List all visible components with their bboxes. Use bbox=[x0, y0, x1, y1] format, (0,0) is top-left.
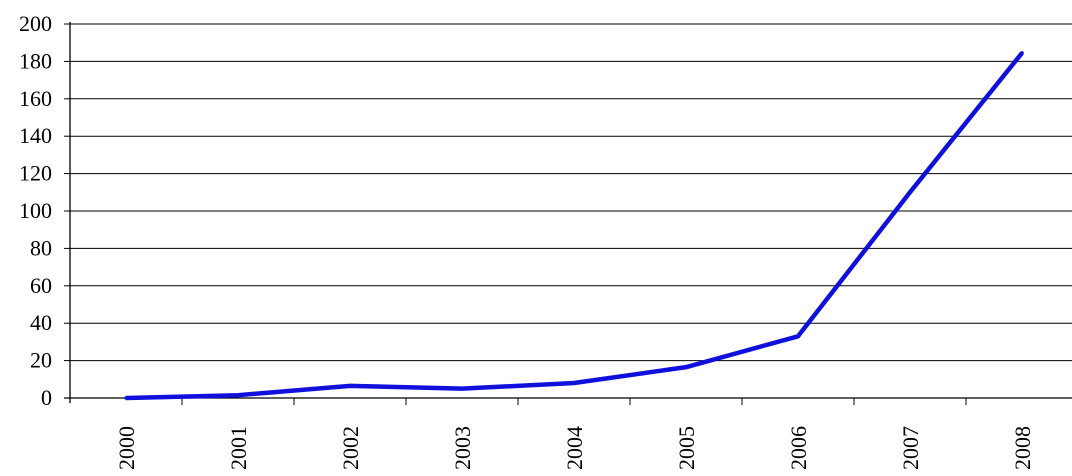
data-point bbox=[572, 381, 576, 385]
y-tick-label: 160 bbox=[19, 86, 52, 111]
x-tick-label: 2001 bbox=[226, 426, 251, 470]
y-tick-label: 100 bbox=[19, 198, 52, 223]
data-point bbox=[908, 190, 912, 195]
y-tick-label: 40 bbox=[30, 310, 52, 335]
x-axis-tick-labels: 2000 2001 2002 2003 2004 2005 2006 2007 2008 bbox=[114, 426, 1035, 470]
data-point bbox=[1020, 51, 1024, 55]
data-point bbox=[796, 334, 800, 339]
y-tick-label: 60 bbox=[30, 273, 52, 298]
data-point bbox=[684, 365, 688, 369]
x-tick-label: 2008 bbox=[1010, 426, 1035, 470]
x-tick-label: 2005 bbox=[674, 426, 699, 470]
x-tick-label: 2007 bbox=[898, 426, 923, 470]
x-tick-label: 2000 bbox=[114, 426, 139, 470]
y-tick-label: 180 bbox=[19, 48, 52, 73]
data-point bbox=[124, 396, 128, 400]
y-tick-label: 200 bbox=[19, 11, 52, 36]
series-line-0 bbox=[125, 51, 1024, 401]
y-axis-tick-labels: 0 20 40 60 80 100 120 140 160 180 200 bbox=[19, 11, 52, 410]
y-tick-label: 140 bbox=[19, 123, 52, 148]
x-tick-label: 2002 bbox=[338, 426, 363, 470]
y-tick-label: 20 bbox=[30, 348, 52, 373]
data-point bbox=[460, 386, 464, 391]
y-tick-label: 80 bbox=[30, 235, 52, 260]
axes bbox=[64, 22, 1072, 405]
y-tick-label: 0 bbox=[41, 385, 52, 410]
y-tick-label: 120 bbox=[19, 161, 52, 186]
data-point bbox=[348, 384, 352, 388]
data-point bbox=[236, 393, 240, 397]
x-tick-label: 2003 bbox=[450, 426, 475, 470]
x-tick-label: 2006 bbox=[786, 426, 811, 470]
gridlines bbox=[70, 23, 1072, 362]
x-tick-label: 2004 bbox=[562, 426, 587, 470]
series-layer bbox=[124, 51, 1024, 401]
